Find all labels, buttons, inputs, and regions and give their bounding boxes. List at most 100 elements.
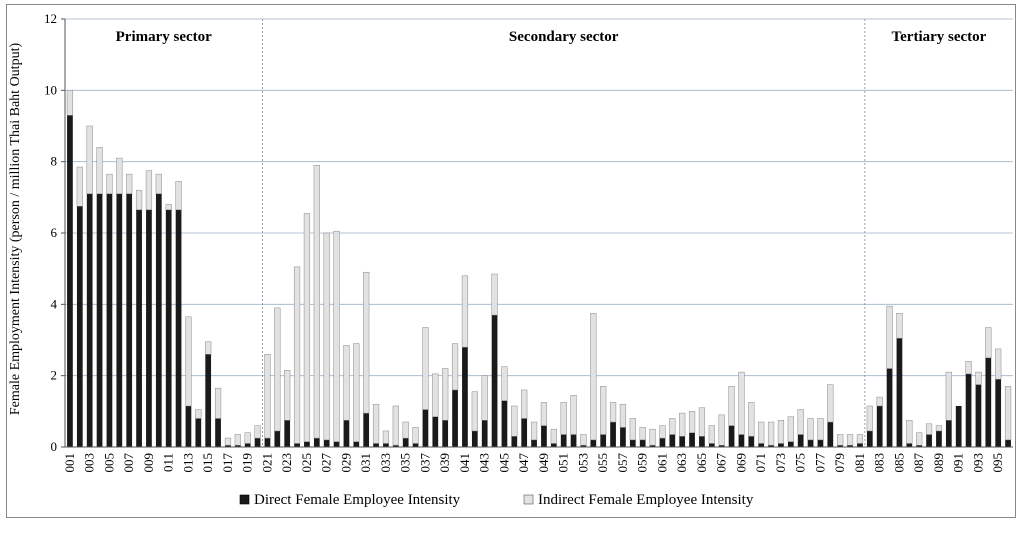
bar-indirect-029 [343,345,350,421]
bar-direct-004 [96,193,103,447]
bar-direct-040 [452,389,458,447]
sector-annotations: Primary sector Secondary sector Tertiary s… [116,19,987,447]
bar-direct-025 [304,441,310,447]
bar-indirect-013 [185,316,192,407]
y-tick-label-8: 8 [51,154,58,169]
bar-indirect-037 [422,327,429,410]
bar-direct-026 [313,438,320,447]
bar-direct-014 [195,418,202,447]
x-tick-label-061: 061 [654,453,669,473]
bar-direct-096 [1005,439,1011,447]
gridlines [65,18,1013,377]
x-tick-label-017: 017 [220,453,235,473]
bar-indirect-043 [481,375,488,421]
bar-direct-027 [323,439,330,447]
bar-indirect-016 [214,387,222,419]
bar-indirect-006 [116,157,123,195]
bar-indirect-093 [975,371,982,385]
bar-direct-045 [501,400,508,447]
bar-direct-034 [392,445,399,447]
bar-direct-076 [807,439,814,447]
x-tick-label-087: 087 [911,453,926,473]
bar-indirect-044 [491,273,498,316]
bar-direct-018 [234,445,241,447]
bar-indirect-051 [560,402,567,435]
bar-direct-021 [264,438,271,447]
bar-indirect-071 [758,421,765,444]
bar-indirect-027 [323,232,330,441]
bar-direct-065 [699,436,705,447]
bar-direct-046 [511,436,518,447]
x-tick-label-025: 025 [299,453,314,473]
bar-indirect-096 [1004,386,1012,441]
bar-direct-085 [896,338,903,447]
x-tick-label-059: 059 [635,453,650,473]
bars [66,90,1012,448]
x-tick-label-001: 001 [62,453,77,473]
bar-indirect-008 [135,189,143,211]
bar-direct-066 [708,443,715,447]
x-tick-label-057: 057 [615,453,630,473]
bar-direct-020 [254,438,261,447]
bar-indirect-046 [511,405,518,437]
bar-direct-003 [86,193,93,447]
bar-indirect-022 [274,307,281,432]
bar-indirect-026 [313,164,320,439]
bar-indirect-039 [442,368,449,421]
bar-indirect-005 [106,173,113,195]
x-tick-label-067: 067 [714,453,729,473]
bar-indirect-078 [827,384,834,423]
bar-direct-016 [215,418,221,447]
bar-indirect-088 [925,423,933,435]
x-tick-label-019: 019 [240,453,255,473]
bar-indirect-034 [392,405,399,446]
bar-direct-013 [185,405,192,447]
x-tick-label-009: 009 [141,453,156,473]
bar-direct-051 [560,434,567,447]
x-tick-label-073: 073 [773,453,788,473]
bar-direct-078 [827,422,834,447]
x-tick-label-003: 003 [82,453,97,473]
bar-indirect-015 [205,341,212,355]
bar-indirect-031 [363,271,370,414]
bar-direct-064 [689,432,695,447]
x-tick-label-039: 039 [437,453,452,473]
bar-direct-073 [778,443,784,447]
bar-direct-074 [787,441,794,447]
x-tick-label-069: 069 [733,453,748,473]
bar-direct-011 [165,209,172,447]
x-tick-label-063: 063 [674,453,689,473]
bar-indirect-032 [372,403,380,444]
bar-indirect-083 [876,396,883,407]
x-tick-label-005: 005 [101,453,116,473]
bar-direct-055 [600,434,607,447]
bar-indirect-019 [244,432,251,444]
bar-indirect-007 [126,173,133,195]
bar-direct-086 [906,443,913,447]
x-tick-label-041: 041 [457,453,472,473]
bar-indirect-075 [797,409,804,435]
bar-indirect-002 [76,166,83,207]
bar-indirect-073 [777,420,785,444]
y-tick-label-4: 4 [51,296,58,311]
bar-direct-019 [244,443,251,447]
bar-direct-042 [471,430,478,447]
bar-direct-089 [936,430,942,447]
bar-direct-008 [136,209,142,447]
bar-direct-083 [876,405,883,447]
bar-indirect-038 [432,373,439,417]
bar-direct-049 [541,425,547,447]
bar-direct-012 [175,209,182,447]
bar-direct-038 [432,416,439,447]
bar-indirect-036 [412,427,419,444]
bar-direct-033 [383,443,389,447]
legend: Direct Female Employee Intensity Indirec… [239,492,754,508]
bar-indirect-055 [600,386,607,435]
bar-indirect-014 [195,409,202,419]
x-tick-label-023: 023 [279,453,294,473]
bar-indirect-067 [718,414,725,446]
bar-direct-080 [847,445,853,447]
x-tick-label-079: 079 [832,453,847,473]
bar-direct-054 [590,439,597,447]
bar-direct-060 [649,445,656,447]
